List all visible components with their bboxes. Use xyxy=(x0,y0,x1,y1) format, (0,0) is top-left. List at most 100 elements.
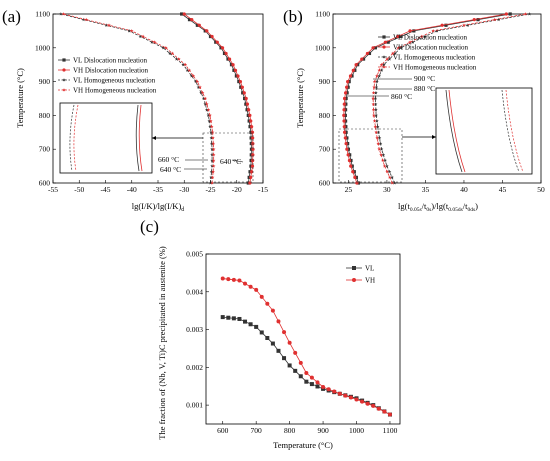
panel-a-data-point xyxy=(174,57,179,61)
panel-a-data-point xyxy=(211,141,216,146)
panel-b-data-point xyxy=(377,74,382,78)
panel-c-data-point xyxy=(248,284,253,289)
panel-a-legend-label: VL Homogeneous nucleation xyxy=(73,77,156,85)
panel-a-x-tick-label: -50 xyxy=(74,185,84,194)
panel-b-legend-marker xyxy=(382,35,386,39)
panel-b-y-tick-label: 700 xyxy=(319,145,331,154)
panel-b-data-point xyxy=(376,130,381,134)
panel-a-data-point xyxy=(104,23,109,27)
panel-a-data-point xyxy=(210,152,214,157)
panel-c-legend-label: VL xyxy=(365,265,374,273)
panel-b-label: (b) xyxy=(283,7,303,26)
panel-a-y-tick-label: 600 xyxy=(39,179,51,188)
panel-a-data-point xyxy=(180,12,184,16)
panel-a-series-line-1 xyxy=(184,13,254,184)
panel-b-data-point xyxy=(383,40,387,44)
panel-a-y-tick-label: 800 xyxy=(39,111,51,120)
panel-b-data-point xyxy=(399,34,403,39)
panel-b-data-point xyxy=(379,62,384,67)
panel-b-data-point xyxy=(375,119,379,123)
panel-b-data-point xyxy=(347,158,352,163)
panel-b-data-point xyxy=(371,46,375,50)
panel-b-data-point xyxy=(372,79,377,84)
panel-a-data-point xyxy=(209,175,213,179)
panel-b-y-tick-label: 1000 xyxy=(315,43,330,52)
panel-b-data-point xyxy=(365,51,370,56)
panel-b-data-point xyxy=(411,40,415,44)
panel-b-data-point xyxy=(342,96,347,101)
panel-a-data-point xyxy=(150,40,154,44)
panel-a-data-point xyxy=(236,74,240,78)
panel-b-data-point xyxy=(343,91,348,95)
panel-a-data-point xyxy=(129,28,134,33)
panel-a-legend: VL Dislocation nucleation VH Dislocation … xyxy=(58,57,157,95)
panel-a-x-tick-label: -25 xyxy=(206,185,216,194)
panel-b-y-tick-label: 800 xyxy=(319,111,331,120)
panel-a-data-point xyxy=(61,12,66,16)
panel-c-data-point xyxy=(237,316,242,321)
panel-b-data-point xyxy=(342,108,346,112)
panel-b-data-point xyxy=(349,164,353,168)
panel-a-data-point xyxy=(164,45,168,50)
panel-a-data-point xyxy=(250,130,255,134)
panel-c-data-point xyxy=(282,356,287,361)
panel-c-data-point xyxy=(282,330,287,335)
panel-c-data-point xyxy=(376,406,381,411)
panel-b-data-point xyxy=(342,102,346,106)
panel-b-data-point xyxy=(345,85,349,89)
panel-c-legend-marker xyxy=(352,266,356,270)
panel-b-data-point xyxy=(392,181,397,185)
panel-c-data-point xyxy=(304,371,309,375)
panel-c-label: (c) xyxy=(140,217,159,236)
panel-a-data-point xyxy=(209,130,213,134)
panel-a-data-point xyxy=(170,51,175,55)
panel-a-data-point xyxy=(127,28,131,33)
panel-b-data-point xyxy=(379,147,384,151)
panel-a-data-point xyxy=(201,96,206,101)
panel-b-zoom-inset xyxy=(435,87,533,175)
panel-a-data-point xyxy=(250,170,254,174)
panel-b-data-point xyxy=(396,45,401,50)
panel-a-data-point xyxy=(205,29,209,33)
panel-c-data-point xyxy=(259,294,264,299)
panel-a-data-point xyxy=(251,153,255,157)
panel-b-data-point xyxy=(360,57,364,61)
panel-c-data-point xyxy=(309,382,314,387)
panel-c-data-point xyxy=(293,368,298,373)
panel-b-data-point xyxy=(382,164,387,168)
panel-a-data-point xyxy=(190,18,194,22)
panel-b-data-point xyxy=(372,119,377,123)
panel-c-data-point xyxy=(243,319,248,324)
panel-b-data-point xyxy=(343,136,347,140)
panel-a-data-point xyxy=(187,68,192,72)
panel-b-data-point xyxy=(342,113,346,117)
panel-c-data-point xyxy=(382,409,387,414)
panel-a-data-point xyxy=(211,147,216,151)
panel-a-inset-curves xyxy=(69,104,143,172)
panel-a-data-point xyxy=(209,124,214,129)
panel-c-data-point xyxy=(243,281,248,286)
panel-a-y-tick-label: 900 xyxy=(39,77,51,86)
panel-c-legend-label: VH xyxy=(365,277,375,285)
panel-b-data-point xyxy=(377,68,382,72)
panel-c-y-tick-label: 0.003 xyxy=(186,325,203,334)
panel-a-data-point xyxy=(197,23,201,27)
panel-a-x-tick-label: -15 xyxy=(258,185,268,194)
panel-a-legend-marker xyxy=(62,88,66,92)
panel-b-data-point xyxy=(465,23,470,27)
panel-a-data-point xyxy=(210,158,214,163)
panel-b-data-point xyxy=(374,130,378,134)
panel-b-data-point xyxy=(374,113,378,117)
panel-a-annotation-640-left: 640 °C xyxy=(160,165,181,174)
panel-a-data-point xyxy=(249,119,253,123)
panel-c-data-point xyxy=(365,401,370,406)
panel-c-data-point xyxy=(226,277,231,282)
panel-a-zoom-arrowhead xyxy=(152,136,156,140)
panel-c-y-tick-label: 0.001 xyxy=(186,401,203,410)
panel-c-legend-marker xyxy=(352,278,356,282)
panel-b-data-point xyxy=(373,96,378,101)
panel-c-data-point xyxy=(321,384,326,389)
panel-c-data-point xyxy=(231,277,236,282)
panel-b-data-point xyxy=(472,18,476,22)
panel-b-data-point xyxy=(375,124,380,129)
